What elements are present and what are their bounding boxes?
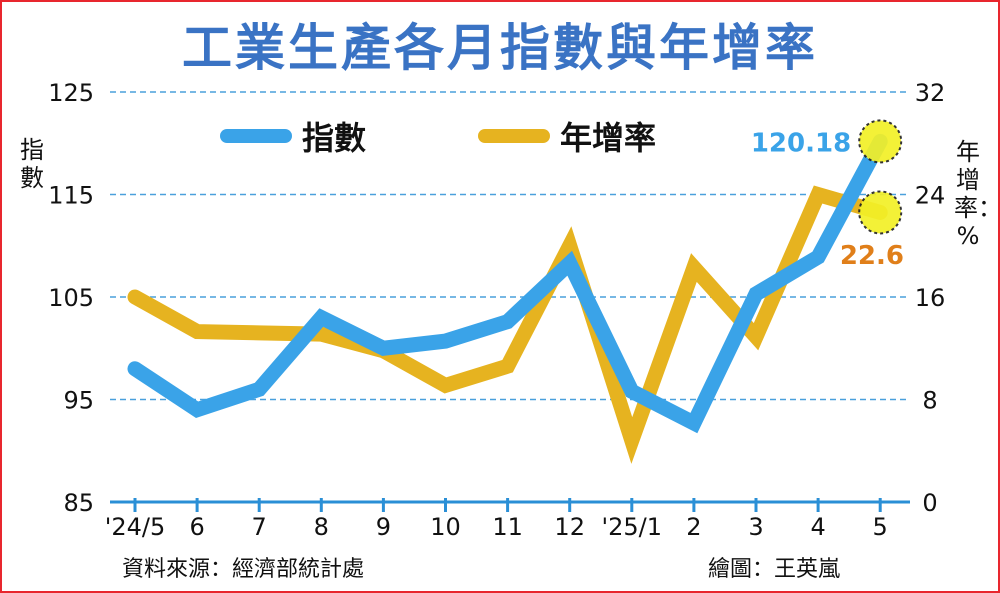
x-tick-label: 4 [810, 513, 825, 541]
legend-label-growth: 年增率 [560, 119, 657, 157]
x-tick-label: '25/1 [602, 513, 663, 541]
right-tick-label: 32 [915, 79, 946, 107]
series-line-growth [127, 185, 888, 464]
annotation-index-value: 120.18 [751, 128, 851, 158]
x-tick-label: '24/5 [105, 513, 166, 541]
annotation-growth-value: 22.6 [840, 241, 904, 271]
x-tick-label: 2 [686, 513, 701, 541]
x-tick-label: 6 [189, 513, 204, 541]
left-tick-label: 115 [48, 182, 94, 210]
x-tick-label: 5 [873, 513, 888, 541]
highlight-circle-growth [858, 190, 903, 235]
x-tick-label: 12 [554, 513, 585, 541]
right-tick-label: 8 [922, 387, 937, 415]
left-tick-label: 85 [63, 489, 94, 517]
x-tick-label: 8 [314, 513, 329, 541]
right-tick-label: 16 [915, 284, 946, 312]
legend-label-index: 指數 [302, 119, 367, 157]
legend-swatch-index [220, 129, 292, 143]
left-axis-label: 指數 [20, 136, 44, 192]
source-note: 資料來源：經濟部統計處 [122, 557, 365, 582]
x-tick-label: 3 [748, 513, 763, 541]
x-tick-label: 11 [492, 513, 523, 541]
right-tick-label: 24 [915, 182, 946, 210]
left-tick-label: 105 [48, 284, 94, 312]
legend-item-growth: 年增率 [478, 114, 656, 158]
x-tick-label: 9 [376, 513, 391, 541]
highlight-circle-index [858, 119, 903, 164]
credit-note: 繪圖：王英嵐 [708, 557, 841, 582]
series-line-index [127, 133, 888, 434]
chart-title: 工業生產各月指數與年增率 [182, 19, 818, 77]
left-tick-label: 125 [48, 79, 94, 107]
left-tick-label: 95 [63, 387, 94, 415]
legend-swatch-growth [478, 129, 550, 143]
legend-item-index: 指數 [220, 114, 366, 158]
x-tick-label: 10 [430, 513, 461, 541]
x-tick-label: 7 [252, 513, 267, 541]
right-tick-label: 0 [922, 489, 937, 517]
